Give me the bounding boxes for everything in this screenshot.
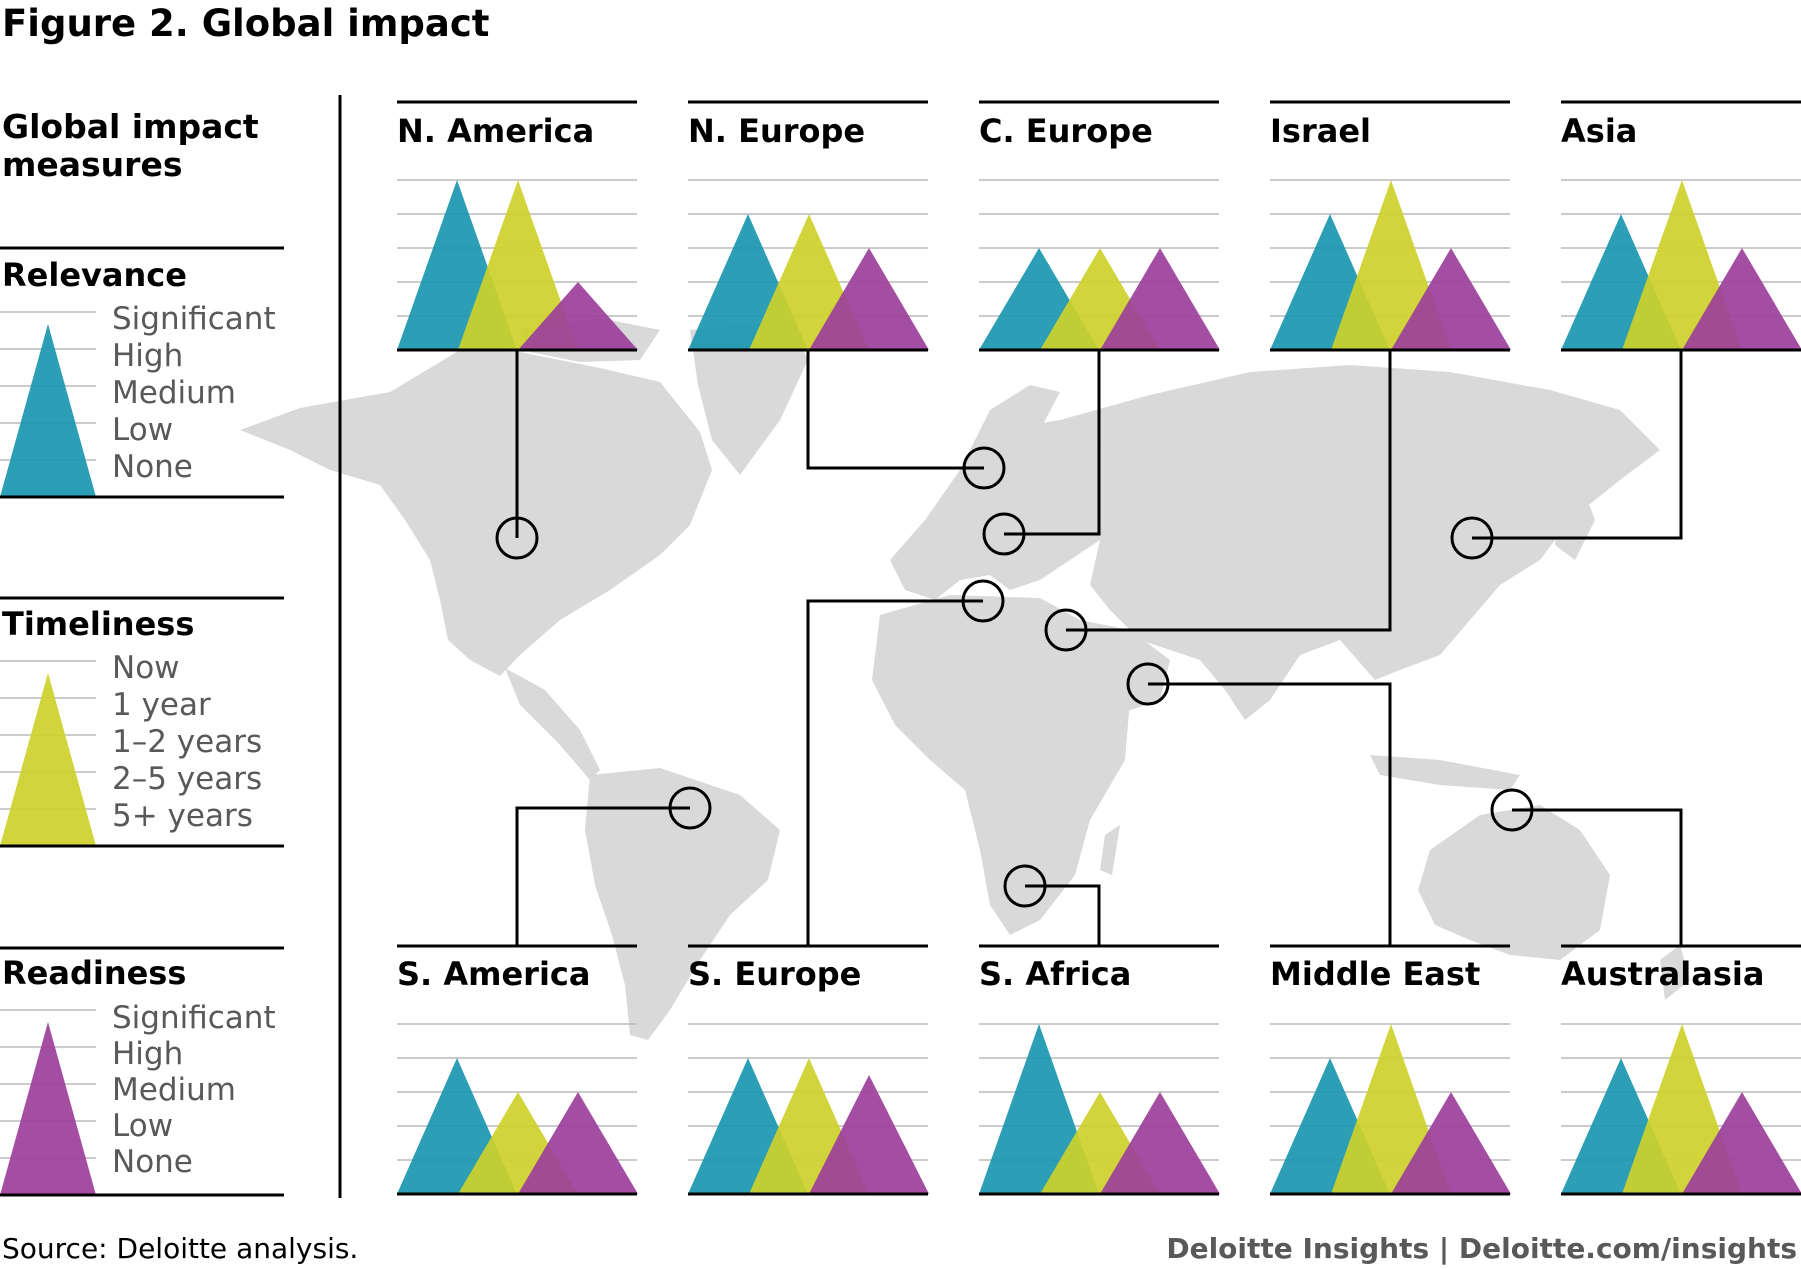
legend-relevance-title: Relevance bbox=[2, 256, 187, 294]
location-marker-israel bbox=[1044, 608, 1088, 652]
legend-readiness-level: High bbox=[112, 1036, 184, 1072]
legend-triangle-timeliness bbox=[0, 673, 96, 846]
triangle-readiness bbox=[1391, 248, 1511, 350]
region-label: Asia bbox=[1561, 112, 1638, 150]
triangle-readiness bbox=[518, 282, 638, 350]
region-label: N. America bbox=[397, 112, 595, 150]
map-europe bbox=[890, 420, 1120, 600]
location-marker-s-africa bbox=[1003, 864, 1047, 908]
map-indonesia bbox=[1370, 755, 1520, 790]
legend-triangle-relevance bbox=[0, 324, 96, 497]
source-note: Source: Deloitte analysis. bbox=[2, 1232, 359, 1265]
map-central-america bbox=[505, 668, 600, 780]
legend-relevance-level: None bbox=[112, 449, 193, 485]
legend-timeliness-level: 1–2 years bbox=[112, 724, 263, 760]
triangle-readiness bbox=[1391, 1092, 1511, 1194]
legend-relevance-level: High bbox=[112, 338, 184, 374]
legend-readiness-level: Medium bbox=[112, 1072, 236, 1108]
location-marker-s-america bbox=[668, 786, 712, 830]
connector-line-australasia bbox=[1512, 808, 1683, 946]
legend-triangle-readiness bbox=[0, 1022, 96, 1195]
region-label: Australasia bbox=[1561, 955, 1765, 993]
connector-line-asia bbox=[1472, 350, 1683, 540]
map-greenland bbox=[690, 322, 808, 475]
region-label: N. Europe bbox=[688, 112, 866, 150]
location-marker-s-europe bbox=[961, 579, 1005, 623]
figure-title: Figure 2. Global impact bbox=[2, 2, 490, 45]
legend-relevance-level: Significant bbox=[112, 301, 276, 337]
legend-heading: Global impact measures bbox=[2, 107, 259, 184]
legend-relevance-level: Medium bbox=[112, 375, 236, 411]
legend-timeliness-level: 5+ years bbox=[112, 798, 253, 834]
connector-line-israel bbox=[1066, 350, 1392, 632]
connector-line-s-africa bbox=[1025, 884, 1101, 946]
connector-line-s-america bbox=[515, 806, 690, 946]
location-marker-c-europe bbox=[982, 512, 1026, 556]
triangle-readiness bbox=[1682, 248, 1801, 350]
location-marker-australasia bbox=[1490, 788, 1534, 832]
triangle-readiness bbox=[1100, 248, 1220, 350]
region-label: Israel bbox=[1270, 112, 1371, 150]
region-label: S. Africa bbox=[979, 955, 1132, 993]
legend-readiness-level: None bbox=[112, 1144, 193, 1180]
legend-timeliness-level: Now bbox=[112, 650, 180, 686]
legend-timeliness-level: 2–5 years bbox=[112, 761, 263, 797]
triangle-readiness bbox=[1682, 1092, 1801, 1194]
map-africa bbox=[872, 595, 1130, 935]
legend-readiness-level: Significant bbox=[112, 1000, 276, 1036]
triangle-readiness bbox=[809, 248, 929, 350]
triangle-timeliness bbox=[458, 180, 578, 350]
connector-line-s-europe bbox=[806, 599, 983, 946]
region-label: S. America bbox=[397, 955, 591, 993]
map-south-america bbox=[585, 768, 780, 1040]
legend-timeliness-title: Timeliness bbox=[2, 605, 195, 643]
map-japan bbox=[1555, 480, 1595, 560]
map-north-america bbox=[240, 350, 712, 676]
map-arabia bbox=[1080, 620, 1170, 712]
triangle-readiness bbox=[518, 1092, 638, 1194]
region-label: Middle East bbox=[1270, 955, 1481, 993]
map-australia bbox=[1418, 805, 1610, 960]
legend-relevance-level: Low bbox=[112, 412, 174, 448]
legend-readiness-title: Readiness bbox=[2, 954, 187, 992]
map-madagascar bbox=[1100, 825, 1120, 875]
connector-line-c-europe bbox=[1004, 350, 1101, 536]
location-marker-n-america bbox=[495, 516, 539, 560]
connector-line-middle-east bbox=[1148, 682, 1392, 946]
map-new-zealand bbox=[1660, 945, 1690, 1000]
connector-line-n-europe bbox=[806, 350, 984, 470]
region-label: S. Europe bbox=[688, 955, 862, 993]
location-marker-n-europe bbox=[962, 446, 1006, 490]
legend-readiness-level: Low bbox=[112, 1108, 174, 1144]
triangle-readiness bbox=[1100, 1092, 1220, 1194]
location-marker-middle-east bbox=[1126, 662, 1170, 706]
region-label: C. Europe bbox=[979, 112, 1153, 150]
credit-line: Deloitte Insights | Deloitte.com/insight… bbox=[1166, 1232, 1797, 1265]
triangle-readiness bbox=[809, 1075, 929, 1194]
legend-timeliness-level: 1 year bbox=[112, 687, 211, 723]
location-marker-asia bbox=[1450, 516, 1494, 560]
